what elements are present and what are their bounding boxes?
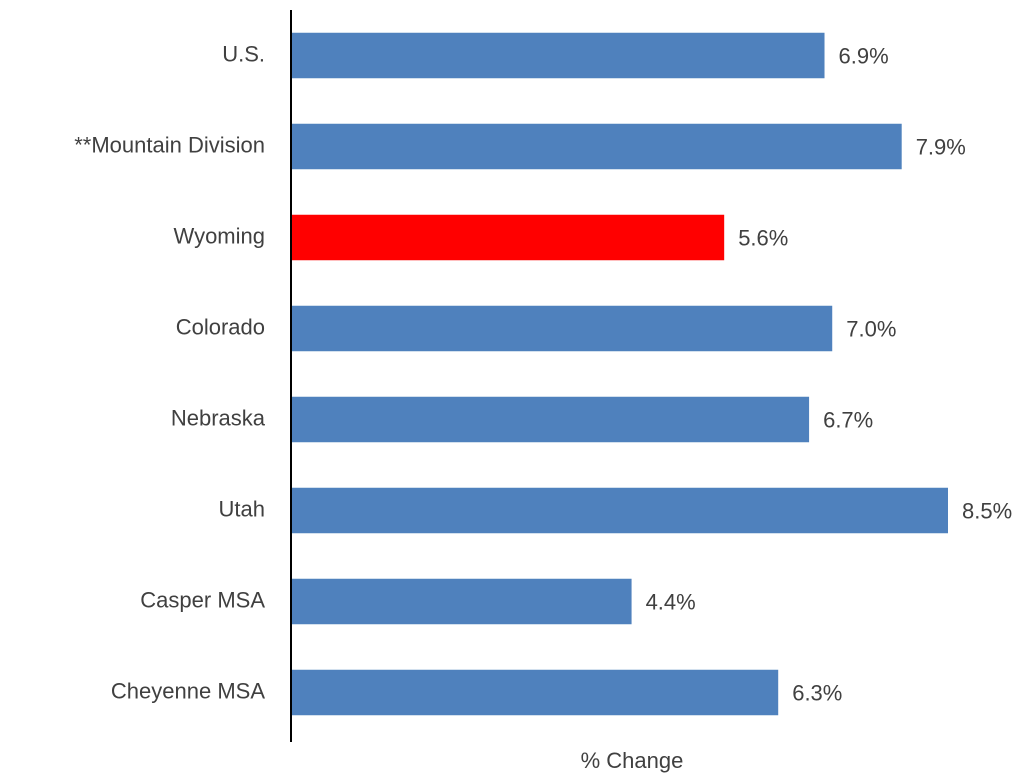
y-tick-label: Colorado	[176, 314, 265, 339]
bar	[292, 32, 825, 79]
value-label: 6.9%	[839, 43, 889, 68]
bar	[292, 578, 632, 625]
value-label: 7.0%	[846, 316, 896, 341]
x-axis-label: % Change	[581, 748, 684, 773]
y-tick-label: Casper MSA	[140, 587, 265, 612]
value-label: 7.9%	[916, 134, 966, 159]
y-tick-label: Nebraska	[171, 405, 266, 430]
value-label: 6.3%	[792, 680, 842, 705]
y-tick-label: Utah	[219, 496, 265, 521]
bar	[292, 214, 725, 261]
value-label: 5.6%	[738, 225, 788, 250]
y-tick-label: Wyoming	[174, 223, 266, 248]
bar	[292, 305, 833, 352]
value-label: 8.5%	[962, 498, 1012, 523]
value-label: 4.4%	[646, 589, 696, 614]
y-tick-label: Cheyenne MSA	[111, 678, 265, 703]
value-label: 6.7%	[823, 407, 873, 432]
y-tick-label: U.S.	[222, 41, 265, 66]
bar	[292, 396, 810, 443]
bar	[292, 123, 902, 170]
bar	[292, 487, 948, 534]
y-tick-label: **Mountain Division	[74, 132, 265, 157]
bar	[292, 669, 779, 716]
